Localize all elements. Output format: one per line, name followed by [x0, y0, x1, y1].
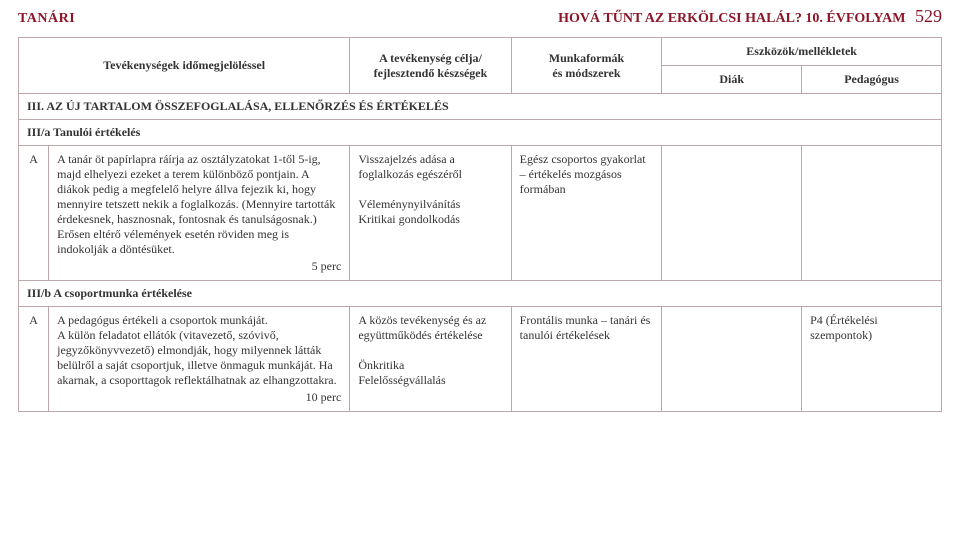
th-methods: Munkaformák és módszerek [511, 38, 662, 94]
row-3a-A-diak [662, 146, 802, 281]
row-3a-A-methods: Egész csoportos gyakorlat – értékelés mo… [511, 146, 662, 281]
row-3a-A-aim: Visszajelzés adása a foglalkozás egészér… [350, 146, 511, 281]
th-activities: Tevékenységek időmegjelöléssel [19, 38, 350, 94]
row-3b-A-diak [662, 307, 802, 412]
page-number: 529 [915, 6, 942, 26]
row-3b-A-activity-text: A pedagógus értékeli a csoportok munkájá… [57, 313, 337, 387]
row-3b-A: A A pedagógus értékeli a csoportok munká… [19, 307, 942, 412]
row-3a-A: A A tanár öt papírlapra ráírja az osztál… [19, 146, 942, 281]
lesson-plan-table: Tevékenységek időmegjelöléssel A tevéken… [18, 37, 942, 412]
row-3b-A-methods: Frontális munka – tanári és tanulói érté… [511, 307, 662, 412]
row-3a-A-time: 5 perc [57, 259, 341, 274]
row-3a-A-pedagogus [802, 146, 942, 281]
section-3-title: III. AZ ÚJ TARTALOM ÖSSZEFOGLALÁSA, ELLE… [19, 94, 942, 120]
row-3a-A-activity-text: A tanár öt papírlapra ráírja az osztályz… [57, 152, 335, 256]
subsection-3a-row: III/a Tanulói értékelés [19, 120, 942, 146]
table-header-row-1: Tevékenységek időmegjelöléssel A tevéken… [19, 38, 942, 66]
header-left-label: TANÁRI [18, 11, 75, 27]
row-3b-A-activity: A pedagógus értékeli a csoportok munkájá… [49, 307, 350, 412]
subsection-3b-row: III/b A csoportmunka értékelése [19, 281, 942, 307]
row-3a-A-activity: A tanár öt papírlapra ráírja az osztályz… [49, 146, 350, 281]
section-3-title-row: III. AZ ÚJ TARTALOM ÖSSZEFOGLALÁSA, ELLE… [19, 94, 942, 120]
row-3b-A-aim: A közös tevékenység és az együttműködés … [350, 307, 511, 412]
row-3b-A-label: A [19, 307, 49, 412]
header-right-title: HOVÁ TŰNT AZ ERKÖLCSI HALÁL? 10. ÉVFOLYA… [558, 11, 905, 26]
subsection-3a-title: III/a Tanulói értékelés [19, 120, 942, 146]
header-right: HOVÁ TŰNT AZ ERKÖLCSI HALÁL? 10. ÉVFOLYA… [558, 6, 942, 27]
subsection-3b-title: III/b A csoportmunka értékelése [19, 281, 942, 307]
row-3b-A-pedagogus: P4 (Értékelési szempontok) [802, 307, 942, 412]
th-tools: Eszközök/mellékletek [662, 38, 942, 66]
content-area: Tevékenységek időmegjelöléssel A tevéken… [0, 31, 960, 412]
th-aim: A tevékenység célja/ fejlesztendő készsé… [350, 38, 511, 94]
row-3a-A-label: A [19, 146, 49, 281]
page-header: TANÁRI HOVÁ TŰNT AZ ERKÖLCSI HALÁL? 10. … [0, 0, 960, 31]
th-pedagogus: Pedagógus [802, 66, 942, 94]
row-3b-A-time: 10 perc [57, 390, 341, 405]
th-diak: Diák [662, 66, 802, 94]
